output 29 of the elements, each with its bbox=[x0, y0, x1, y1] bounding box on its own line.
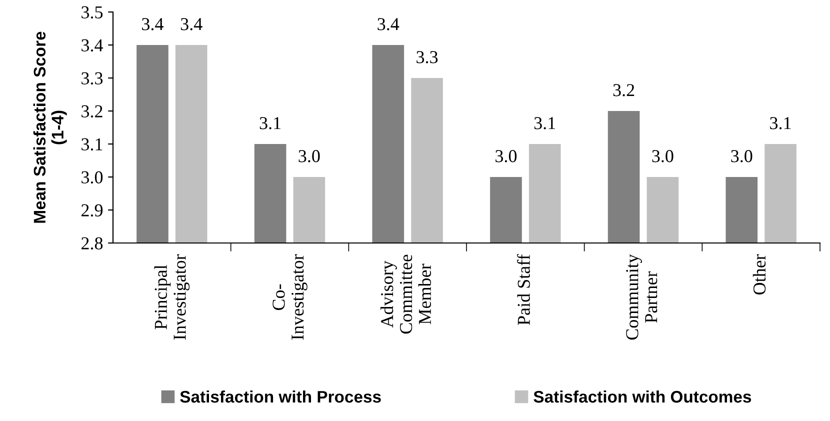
data-label: 3.0 bbox=[731, 150, 752, 162]
data-label: 3.1 bbox=[260, 117, 281, 130]
x-tick-label: Principal Investigator bbox=[154, 254, 190, 340]
legend-label: Satisfaction with Outcomes bbox=[534, 390, 752, 403]
data-label: 3.3 bbox=[416, 51, 438, 64]
y-tick-label: 3.3 bbox=[82, 72, 103, 85]
data-label: 3.4 bbox=[180, 18, 202, 30]
data-label: 3.1 bbox=[770, 117, 791, 130]
y-tick-label: 3.2 bbox=[82, 105, 102, 118]
x-tick-label: Paid Staff bbox=[517, 254, 530, 325]
data-label: 3.4 bbox=[378, 18, 400, 30]
y-tick-label: 3.1 bbox=[82, 138, 102, 151]
data-label: 3.0 bbox=[652, 150, 674, 162]
data-label: 3.1 bbox=[534, 117, 556, 130]
x-tick-label: Advisory Committee Member bbox=[380, 254, 432, 334]
data-label: 3.2 bbox=[613, 84, 634, 96]
y-tick-label: 2.8 bbox=[82, 237, 103, 250]
data-label: 3.4 bbox=[142, 18, 164, 30]
x-tick-label: Community Partner bbox=[626, 254, 658, 340]
y-axis-title: Mean Satisfaction Score (1-4) bbox=[33, 32, 67, 223]
x-tick-label: Other bbox=[752, 254, 766, 294]
y-tick-label: 2.9 bbox=[82, 204, 103, 217]
data-label: 3.0 bbox=[496, 150, 517, 162]
legend-label: Satisfaction with Process bbox=[180, 390, 381, 403]
y-tick-label: 3.0 bbox=[82, 171, 103, 184]
x-tick-label: Co- Investigator bbox=[272, 254, 308, 340]
data-label: 3.0 bbox=[298, 150, 320, 162]
y-tick-label: 3.4 bbox=[82, 39, 103, 52]
y-tick-label: 3.5 bbox=[82, 6, 103, 19]
